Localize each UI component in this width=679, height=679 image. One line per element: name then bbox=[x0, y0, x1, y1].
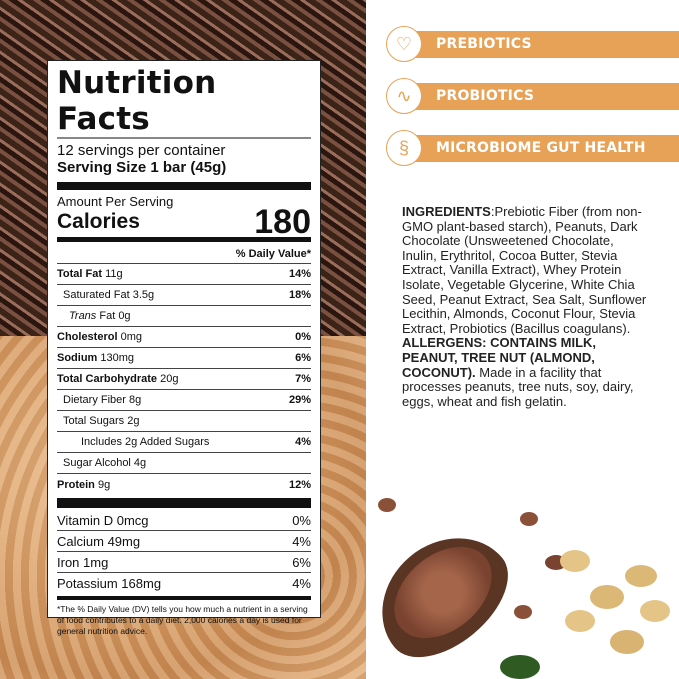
nutrient-dv: 14% bbox=[288, 268, 311, 280]
nutrient-name: Trans bbox=[69, 310, 97, 322]
nutrient-name: Protein bbox=[57, 478, 95, 491]
facility-statement: Made in a facility that processes peanut… bbox=[402, 364, 634, 409]
nutrient-row: Sugar Alcohol 4g bbox=[57, 453, 311, 474]
nutrient-amount: Fat 0g bbox=[96, 310, 131, 322]
nutrient-row: Sodium 130mg 6% bbox=[57, 348, 311, 369]
nutrient-row: Total Sugars 2g bbox=[57, 411, 311, 432]
mineral-name: Vitamin D 0mcg bbox=[57, 512, 149, 528]
intestine-icon: § bbox=[386, 130, 422, 166]
mineral-name: Calcium 49mg bbox=[57, 533, 141, 549]
nutrient-amount: 130mg bbox=[97, 352, 135, 364]
mineral-dv: 6% bbox=[292, 554, 311, 570]
waist-check-icon: ♡ bbox=[386, 26, 422, 62]
ingredients-list: :Prebiotic Fiber (from non-GMO plant-bas… bbox=[402, 204, 647, 336]
benefit-probiotics: PROBIOTICS bbox=[402, 83, 679, 110]
ingredients-heading: INGREDIENTS bbox=[402, 204, 491, 219]
nutrient-amount: 9g bbox=[94, 478, 111, 491]
mineral-row: Potassium 168mg 4% bbox=[57, 573, 311, 594]
nutrient-dv: 4% bbox=[295, 436, 311, 448]
nutrient-dv: 18% bbox=[288, 289, 311, 301]
nutrient-name: Total Fat bbox=[57, 268, 103, 280]
nutrient-row: Trans Fat 0g bbox=[57, 306, 311, 327]
nutrient-amount: 0mg bbox=[117, 331, 142, 343]
divider bbox=[57, 498, 311, 508]
calories-label: Calories bbox=[57, 210, 140, 233]
nutrient-row: Total Carbohydrate 20g 7% bbox=[57, 369, 311, 390]
nutrient-row: Cholesterol 0mg 0% bbox=[57, 327, 311, 348]
mineral-dv: 4% bbox=[292, 576, 311, 591]
mineral-dv: 0% bbox=[292, 512, 311, 528]
nutrient-name: Sugar Alcohol 4g bbox=[63, 457, 147, 469]
nutrient-dv: 7% bbox=[295, 373, 311, 385]
mineral-row: Iron 1mg 6% bbox=[57, 552, 311, 573]
nutrient-row: Dietary Fiber 8g 29% bbox=[57, 390, 311, 411]
benefit-gut-health: MICROBIOME GUT HEALTH bbox=[402, 135, 679, 162]
footnote: *The % Daily Value (DV) tells you how mu… bbox=[57, 604, 308, 636]
nutrient-name: Total Sugars 2g bbox=[63, 415, 140, 427]
nutrient-dv: 12% bbox=[288, 478, 311, 491]
nutrient-dv: 29% bbox=[288, 394, 311, 406]
divider bbox=[57, 596, 311, 600]
nutrient-name: Saturated Fat 3.5g bbox=[63, 289, 155, 301]
nutrient-amount: 20g bbox=[157, 373, 179, 385]
nutrient-name: Total Carbohydrate bbox=[57, 373, 158, 385]
label-title: Nutrition Facts bbox=[57, 65, 311, 139]
servings-per-container: 12 servings per container bbox=[57, 142, 226, 159]
nutrient-row: Protein 9g 12% bbox=[57, 474, 311, 495]
mineral-row: Vitamin D 0mcg 0% bbox=[57, 510, 311, 531]
nutrient-row: Saturated Fat 3.5g 18% bbox=[57, 285, 311, 306]
ingredients-text: INGREDIENTS:Prebiotic Fiber (from non-GM… bbox=[402, 204, 652, 409]
mineral-name: Potassium 168mg bbox=[57, 576, 162, 591]
nutrient-dv: 0% bbox=[295, 331, 311, 343]
nutrient-row: Includes 2g Added Sugars 4% bbox=[57, 432, 311, 453]
mineral-row: Calcium 49mg 4% bbox=[57, 531, 311, 552]
divider bbox=[57, 182, 311, 190]
allergens: ALLERGENS: CONTAINS MILK, PEANUT, TREE N… bbox=[402, 335, 597, 380]
serving-size: Serving Size 1 bar (45g) bbox=[57, 159, 227, 176]
benefit-prebiotics: PREBIOTICS bbox=[402, 31, 679, 58]
daily-value-header: % Daily Value* bbox=[57, 244, 311, 264]
nutrient-amount: 11g bbox=[102, 268, 123, 280]
nutrient-name: Sodium bbox=[57, 352, 98, 364]
bacteria-icon: ∿ bbox=[386, 78, 422, 114]
nutrient-name: Cholesterol bbox=[57, 331, 118, 343]
nutrient-dv: 6% bbox=[295, 352, 311, 364]
amount-per-serving: Amount Per Serving bbox=[57, 194, 174, 209]
nutrition-facts-label: Nutrition Facts 12 servings per containe… bbox=[47, 60, 321, 636]
nutrient-name: Dietary Fiber 8g bbox=[63, 394, 142, 406]
nutrient-name: Includes 2g Added Sugars bbox=[81, 436, 210, 448]
calories-row: Calories 180 bbox=[57, 203, 311, 241]
mineral-name: Iron 1mg bbox=[57, 554, 109, 570]
calories-value: 180 bbox=[254, 203, 311, 241]
nutrient-row: Total Fat 11g 14% bbox=[57, 264, 311, 285]
mineral-dv: 4% bbox=[292, 533, 311, 549]
divider bbox=[57, 237, 311, 242]
